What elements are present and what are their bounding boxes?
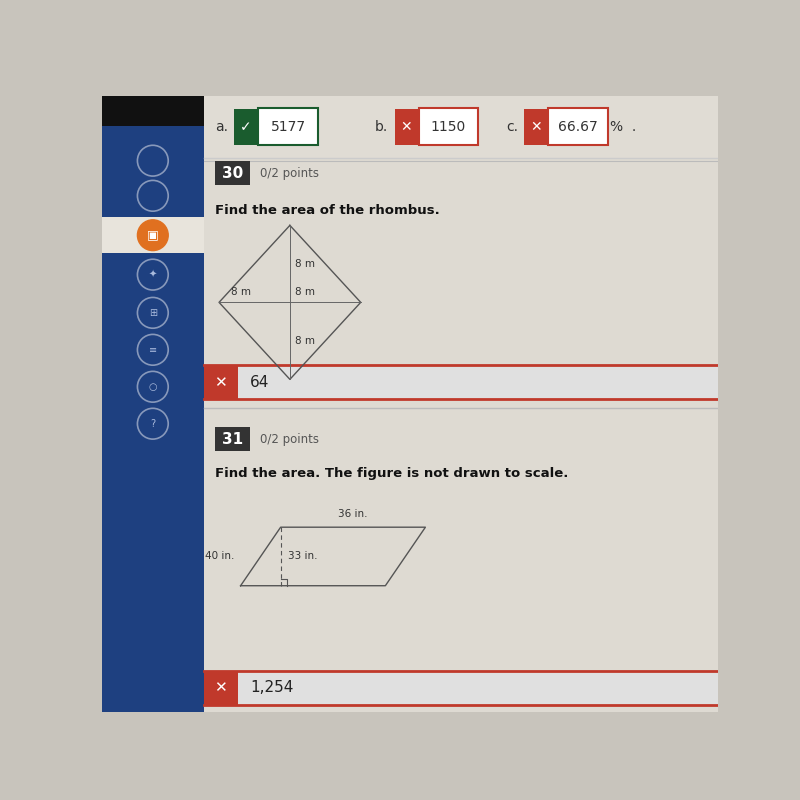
Text: a.: a.	[215, 120, 228, 134]
Text: 8 m: 8 m	[231, 287, 251, 298]
Text: 64: 64	[250, 374, 270, 390]
FancyBboxPatch shape	[102, 218, 204, 253]
Text: ✦: ✦	[149, 270, 157, 280]
Text: 8 m: 8 m	[295, 336, 315, 346]
FancyBboxPatch shape	[204, 96, 718, 158]
Text: ⊞: ⊞	[149, 308, 157, 318]
Text: ✓: ✓	[240, 120, 252, 134]
Text: ▣: ▣	[147, 229, 158, 242]
FancyBboxPatch shape	[204, 670, 718, 705]
Text: ✕: ✕	[214, 680, 227, 695]
Text: 5177: 5177	[270, 120, 306, 134]
Text: 33 in.: 33 in.	[288, 551, 318, 562]
FancyBboxPatch shape	[258, 108, 318, 146]
Text: %  .: % .	[610, 120, 637, 134]
FancyBboxPatch shape	[418, 108, 478, 146]
Text: 40 in.: 40 in.	[205, 551, 234, 562]
Text: 0/2 points: 0/2 points	[260, 166, 318, 179]
Circle shape	[138, 220, 168, 250]
Text: ✕: ✕	[530, 120, 542, 134]
Text: 1150: 1150	[431, 120, 466, 134]
FancyBboxPatch shape	[234, 109, 258, 145]
Text: 1,254: 1,254	[250, 680, 294, 695]
Text: 30: 30	[222, 166, 243, 181]
Text: 8 m: 8 m	[295, 287, 315, 298]
Text: c.: c.	[506, 120, 518, 134]
Text: ○: ○	[149, 382, 157, 392]
FancyBboxPatch shape	[204, 365, 718, 399]
FancyBboxPatch shape	[548, 108, 608, 146]
Text: 31: 31	[222, 432, 243, 446]
Text: Find the area. The figure is not drawn to scale.: Find the area. The figure is not drawn t…	[214, 467, 568, 480]
Text: 0/2 points: 0/2 points	[260, 433, 318, 446]
FancyBboxPatch shape	[214, 161, 250, 186]
Text: ≡: ≡	[149, 345, 157, 354]
Text: 36 in.: 36 in.	[338, 509, 368, 519]
FancyBboxPatch shape	[524, 109, 547, 145]
Text: ✕: ✕	[214, 374, 227, 390]
FancyBboxPatch shape	[214, 426, 250, 451]
FancyBboxPatch shape	[204, 365, 238, 399]
FancyBboxPatch shape	[102, 96, 204, 712]
Text: ✕: ✕	[401, 120, 412, 134]
Text: b.: b.	[375, 120, 389, 134]
FancyBboxPatch shape	[394, 109, 418, 145]
Text: 66.67: 66.67	[558, 120, 598, 134]
FancyBboxPatch shape	[102, 96, 204, 126]
Text: 8 m: 8 m	[295, 259, 315, 269]
Text: Find the area of the rhombus.: Find the area of the rhombus.	[214, 204, 439, 217]
FancyBboxPatch shape	[204, 670, 238, 705]
Text: ?: ?	[150, 418, 155, 429]
FancyBboxPatch shape	[204, 96, 718, 712]
